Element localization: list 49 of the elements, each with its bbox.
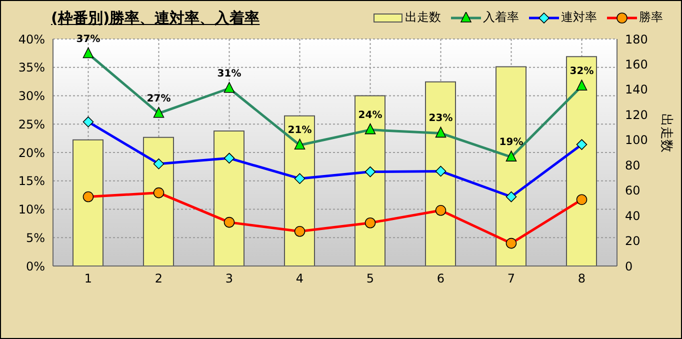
y-tick-label: 35% <box>18 60 45 75</box>
y-tick-label: 40% <box>18 32 45 46</box>
y2-tick-label: 160 <box>625 57 648 72</box>
x-tick-label: 3 <box>225 272 234 286</box>
x-tick-label: 2 <box>154 272 163 286</box>
y2-tick-label: 80 <box>625 158 640 172</box>
data-label: 23% <box>428 113 453 124</box>
y2-tick-label: 0 <box>625 259 633 274</box>
x-tick-label: 5 <box>366 272 374 286</box>
data-label: 31% <box>217 68 242 80</box>
y2-axis-title: 出走数 <box>658 114 674 152</box>
data-label: 21% <box>288 125 312 136</box>
y-tick-label: 20% <box>18 146 45 160</box>
chart-title: (枠番別)勝率、連対率、入着率 <box>51 9 260 28</box>
x-tick-label: 1 <box>84 272 92 286</box>
y2-tick-label: 20 <box>625 234 640 248</box>
y-tick-label: 30% <box>18 89 45 104</box>
y2-tick-label: 100 <box>625 133 648 148</box>
y-tick-label: 5% <box>26 230 45 245</box>
bar <box>214 130 244 266</box>
y-tick-label: 15% <box>18 174 45 188</box>
x-tick-label: 4 <box>296 272 304 286</box>
y2-tick-label: 140 <box>625 82 648 97</box>
bar <box>425 81 456 266</box>
data-label: 32% <box>570 66 594 78</box>
data-label: 27% <box>146 93 171 104</box>
x-tick-label: 8 <box>578 272 586 286</box>
x-tick-label: 7 <box>507 272 516 286</box>
y-tick-label: 0% <box>26 259 45 274</box>
data-label: 37% <box>76 34 100 45</box>
y-tick-label: 10% <box>18 202 45 217</box>
data-label: 19% <box>499 137 524 148</box>
bar <box>496 66 526 266</box>
y2-tick-label: 40 <box>625 208 640 223</box>
y2-tick-label: 180 <box>625 32 648 46</box>
data-label: 24% <box>358 110 382 121</box>
bar <box>354 95 386 266</box>
legend-label: 出走数 <box>405 9 441 26</box>
y-tick-label: 25% <box>18 117 45 132</box>
y2-tick-label: 60 <box>625 184 640 198</box>
legend-label: 勝率 <box>639 9 663 26</box>
bar <box>72 139 104 266</box>
legend-label: 連対率 <box>561 9 597 26</box>
bar <box>566 56 597 266</box>
bar <box>284 115 315 266</box>
y2-tick-label: 120 <box>625 108 648 122</box>
bar <box>143 136 174 266</box>
x-tick-label: 6 <box>436 272 445 286</box>
legend-label: 入着率 <box>483 9 519 26</box>
